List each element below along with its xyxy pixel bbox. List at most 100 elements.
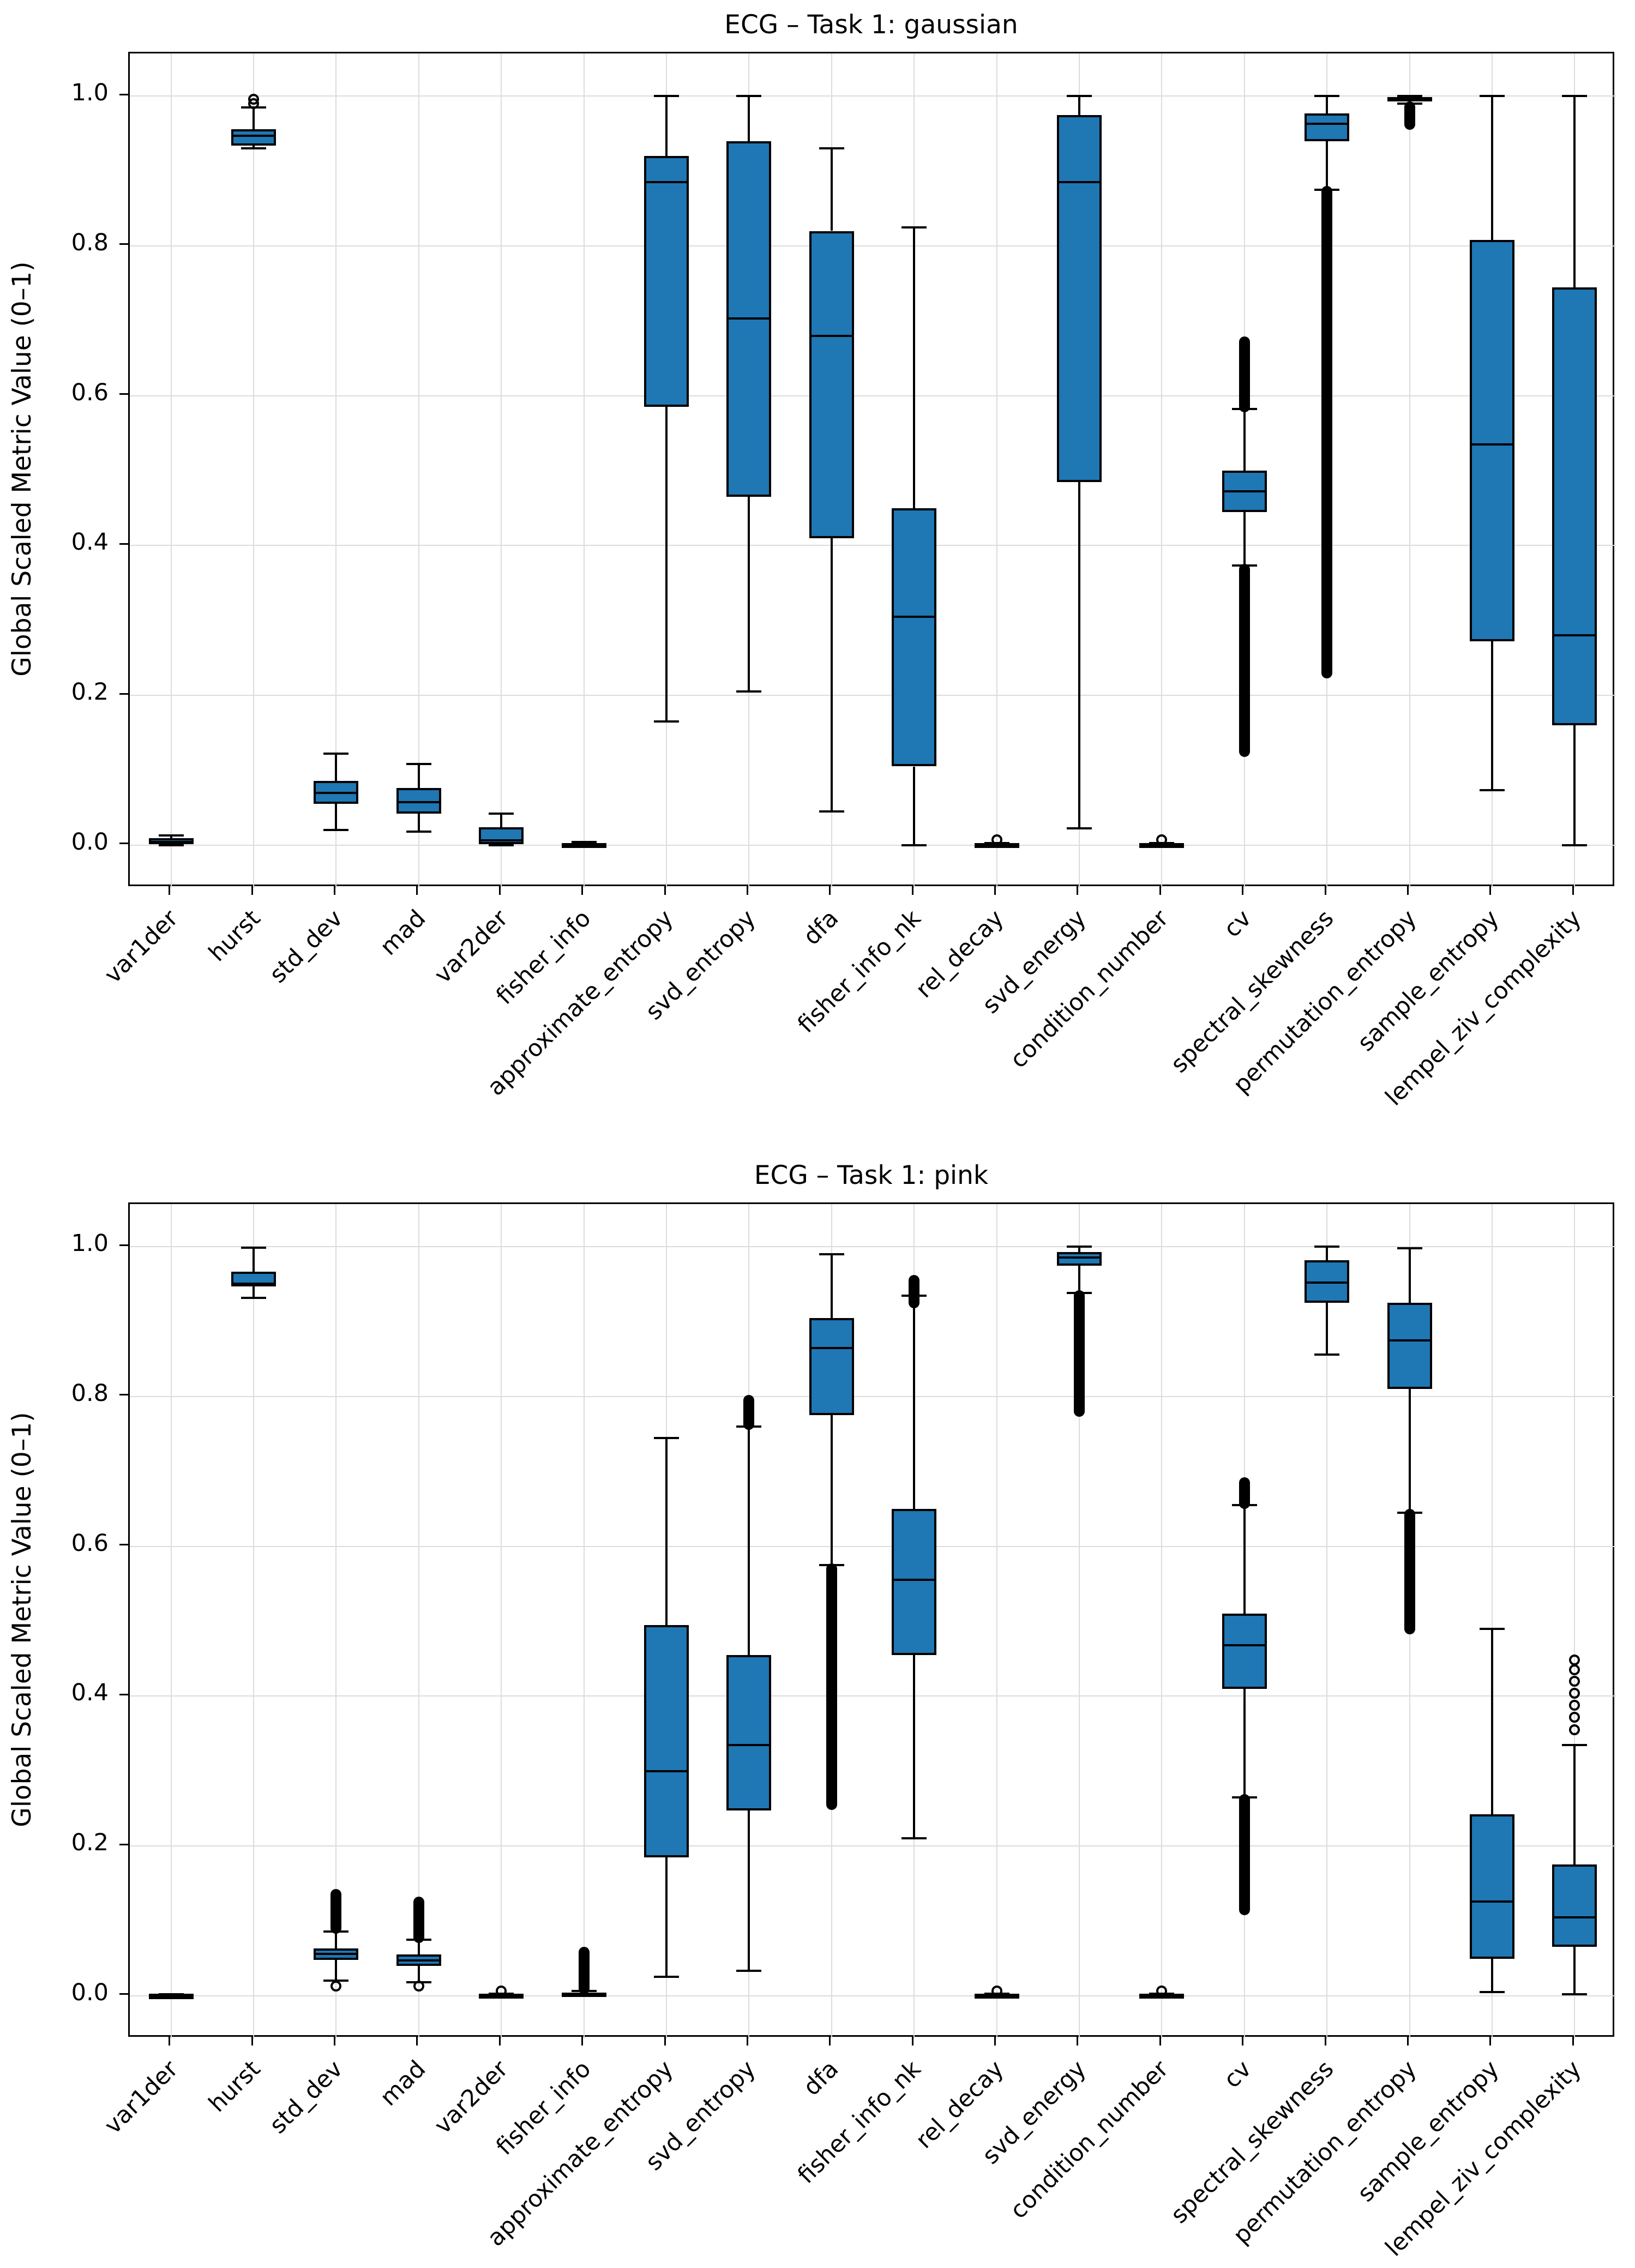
lower-cap bbox=[736, 690, 762, 693]
median-line bbox=[561, 843, 606, 846]
y-axis-label-pink: Global Scaled Metric Value (0–1) bbox=[7, 1412, 37, 1827]
upper-whisker bbox=[665, 96, 668, 157]
lower-cap bbox=[654, 1976, 680, 1978]
upper-whisker bbox=[1490, 96, 1493, 240]
median-line bbox=[1056, 181, 1102, 184]
median-line bbox=[809, 1346, 854, 1349]
x-tick-mark bbox=[746, 886, 748, 895]
median-line bbox=[1469, 443, 1514, 446]
outlier-point bbox=[330, 1980, 342, 1992]
lower-whisker bbox=[1326, 141, 1329, 190]
x-tick-mark bbox=[829, 2037, 831, 2046]
iqr-box bbox=[1305, 113, 1350, 141]
x-tick-mark bbox=[169, 886, 171, 895]
iqr-box bbox=[1387, 1303, 1432, 1389]
lower-cap bbox=[1066, 827, 1092, 830]
iqr-box bbox=[231, 129, 276, 146]
lower-cap bbox=[901, 1837, 927, 1840]
y-tick-mark bbox=[119, 1244, 128, 1246]
iqr-box bbox=[892, 508, 937, 767]
outlier-point bbox=[991, 834, 1002, 846]
outlier-point bbox=[496, 1986, 507, 1997]
median-line bbox=[1387, 1339, 1432, 1341]
x-gridline bbox=[335, 1204, 337, 2038]
upper-cap bbox=[736, 95, 762, 98]
upper-whisker bbox=[253, 1247, 255, 1272]
x-gridline bbox=[996, 1204, 997, 2038]
median-line bbox=[644, 1770, 689, 1772]
lower-whisker bbox=[1573, 725, 1576, 845]
median-line bbox=[1222, 1644, 1267, 1646]
outlier-cluster bbox=[909, 1275, 920, 1309]
lower-cap bbox=[819, 810, 844, 813]
lower-whisker bbox=[335, 1959, 338, 1981]
upper-cap bbox=[1066, 95, 1092, 98]
y-tick-mark bbox=[119, 93, 128, 95]
y-tick-label: 0.0 bbox=[71, 828, 109, 856]
x-tick-mark bbox=[1242, 2037, 1244, 2046]
x-tick-mark bbox=[169, 2037, 171, 2046]
x-tick-mark bbox=[498, 2037, 501, 2046]
x-tick-mark bbox=[1489, 886, 1492, 895]
outlier-point bbox=[1569, 1655, 1580, 1666]
y-gridline bbox=[130, 1845, 1616, 1847]
outlier-cluster bbox=[743, 1394, 755, 1430]
lower-whisker bbox=[1078, 482, 1080, 829]
outlier-point bbox=[413, 1980, 424, 1992]
upper-cap bbox=[819, 1253, 844, 1256]
plot-area-gaussian bbox=[128, 52, 1616, 888]
lower-cap bbox=[1479, 789, 1505, 792]
upper-whisker bbox=[830, 1254, 833, 1318]
outlier-cluster bbox=[330, 1889, 342, 1934]
median-line bbox=[809, 334, 854, 337]
x-tick-mark bbox=[498, 886, 501, 895]
upper-whisker bbox=[500, 814, 503, 827]
median-line bbox=[396, 1959, 441, 1962]
y-tick-label: 0.6 bbox=[71, 378, 109, 406]
x-tick-mark bbox=[1407, 2037, 1409, 2046]
upper-whisker bbox=[748, 1426, 750, 1655]
x-tick-mark bbox=[1489, 2037, 1492, 2046]
y-gridline bbox=[130, 545, 1616, 546]
upper-cap bbox=[1397, 95, 1422, 98]
y-gridline bbox=[130, 395, 1616, 396]
x-tick-mark bbox=[911, 2037, 913, 2046]
upper-whisker bbox=[1490, 1628, 1493, 1815]
lower-whisker bbox=[913, 1655, 916, 1839]
median-line bbox=[1056, 1256, 1102, 1259]
upper-cap bbox=[1314, 95, 1340, 98]
x-gridline bbox=[583, 53, 585, 888]
x-gridline bbox=[1161, 1204, 1163, 2038]
outlier-cluster bbox=[1404, 1508, 1415, 1634]
y-tick-mark bbox=[119, 1394, 128, 1396]
iqr-box bbox=[1552, 1864, 1597, 1947]
x-tick-mark bbox=[1077, 886, 1079, 895]
chart-title-gaussian: ECG – Task 1: gaussian bbox=[724, 10, 1018, 40]
upper-cap bbox=[1314, 1246, 1340, 1248]
median-line bbox=[1387, 97, 1432, 100]
x-gridline bbox=[170, 1204, 172, 2038]
upper-whisker bbox=[665, 1437, 668, 1625]
upper-whisker bbox=[417, 764, 420, 789]
lower-cap bbox=[323, 829, 349, 832]
iqr-box bbox=[892, 1508, 937, 1655]
x-tick-mark bbox=[746, 2037, 748, 2046]
upper-whisker bbox=[913, 1295, 916, 1509]
x-tick-mark bbox=[1324, 2037, 1326, 2046]
x-gridline bbox=[583, 1204, 585, 2038]
outlier-point bbox=[1569, 1664, 1580, 1676]
iqr-box bbox=[1222, 1614, 1267, 1689]
outlier-point bbox=[1569, 1699, 1580, 1711]
upper-whisker bbox=[1326, 96, 1329, 113]
median-line bbox=[148, 841, 194, 844]
y-tick-label: 0.8 bbox=[71, 1379, 109, 1407]
lower-whisker bbox=[253, 1286, 255, 1298]
iqr-box bbox=[726, 1655, 772, 1811]
upper-whisker bbox=[170, 835, 172, 839]
outlier-cluster bbox=[1239, 564, 1250, 757]
upper-whisker bbox=[748, 96, 750, 141]
y-tick-mark bbox=[119, 1993, 128, 1995]
upper-whisker bbox=[335, 1931, 338, 1949]
median-line bbox=[1305, 123, 1350, 125]
median-line bbox=[726, 1743, 772, 1746]
